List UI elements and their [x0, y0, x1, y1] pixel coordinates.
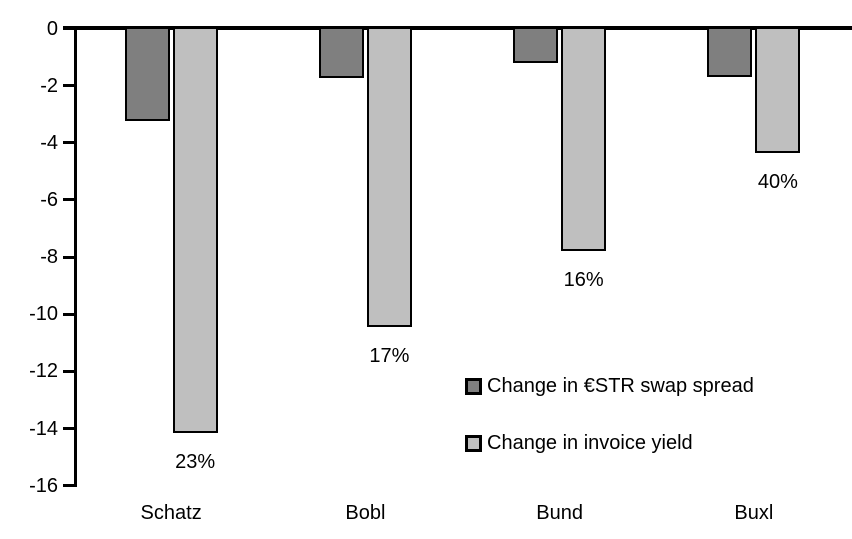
y-tick	[63, 198, 74, 202]
y-tick	[63, 27, 74, 30]
bar-bobl-invoice-yield	[366, 27, 412, 328]
y-tick-label: -4	[40, 131, 58, 154]
y-tick	[63, 369, 74, 373]
legend-label: Change in invoice yield	[487, 432, 693, 454]
bar-value-label: 16%	[563, 269, 604, 292]
category-label-buxl: Buxl	[734, 502, 774, 524]
y-tick-label: -14	[29, 417, 58, 440]
bar-schatz-swap-spread	[124, 27, 170, 122]
y-tick-label: -6	[40, 188, 58, 211]
bar-value-label: 23%	[175, 450, 216, 473]
category-label-schatz: Schatz	[140, 502, 202, 524]
bar-bund-invoice-yield	[561, 27, 607, 252]
y-tick	[63, 255, 74, 259]
bar-bund-swap-spread	[513, 27, 559, 63]
y-tick	[63, 484, 74, 488]
y-tick-label: -10	[29, 303, 58, 326]
y-tick	[63, 84, 74, 88]
bar-bobl-swap-spread	[318, 27, 364, 79]
bar-buxl-invoice-yield	[755, 27, 801, 153]
y-tick	[63, 312, 74, 316]
legend-label: Change in €STR swap spread	[487, 375, 754, 397]
y-tick-label: -12	[29, 360, 58, 383]
zero-axis-line	[63, 26, 852, 30]
bar-value-label: 17%	[369, 345, 410, 368]
category-label-bund: Bund	[536, 502, 583, 524]
y-tick-label: -16	[29, 474, 58, 497]
y-tick-label: -2	[40, 74, 58, 97]
y-tick-label: -8	[40, 246, 58, 269]
legend-item-invoice-yield: Change in invoice yield	[465, 431, 693, 455]
bar-value-label: 40%	[757, 170, 798, 193]
y-tick	[63, 141, 74, 145]
bar-buxl-swap-spread	[707, 27, 753, 77]
legend-item-swap-spread: Change in €STR swap spread	[465, 374, 754, 398]
y-tick-label: 0	[46, 17, 58, 40]
category-label-bobl: Bobl	[345, 502, 386, 524]
legend-marker-icon	[465, 434, 482, 452]
legend-marker-icon	[465, 377, 482, 395]
y-tick	[63, 427, 74, 431]
y-axis-line	[74, 27, 77, 487]
bar-schatz-invoice-yield	[172, 27, 218, 433]
